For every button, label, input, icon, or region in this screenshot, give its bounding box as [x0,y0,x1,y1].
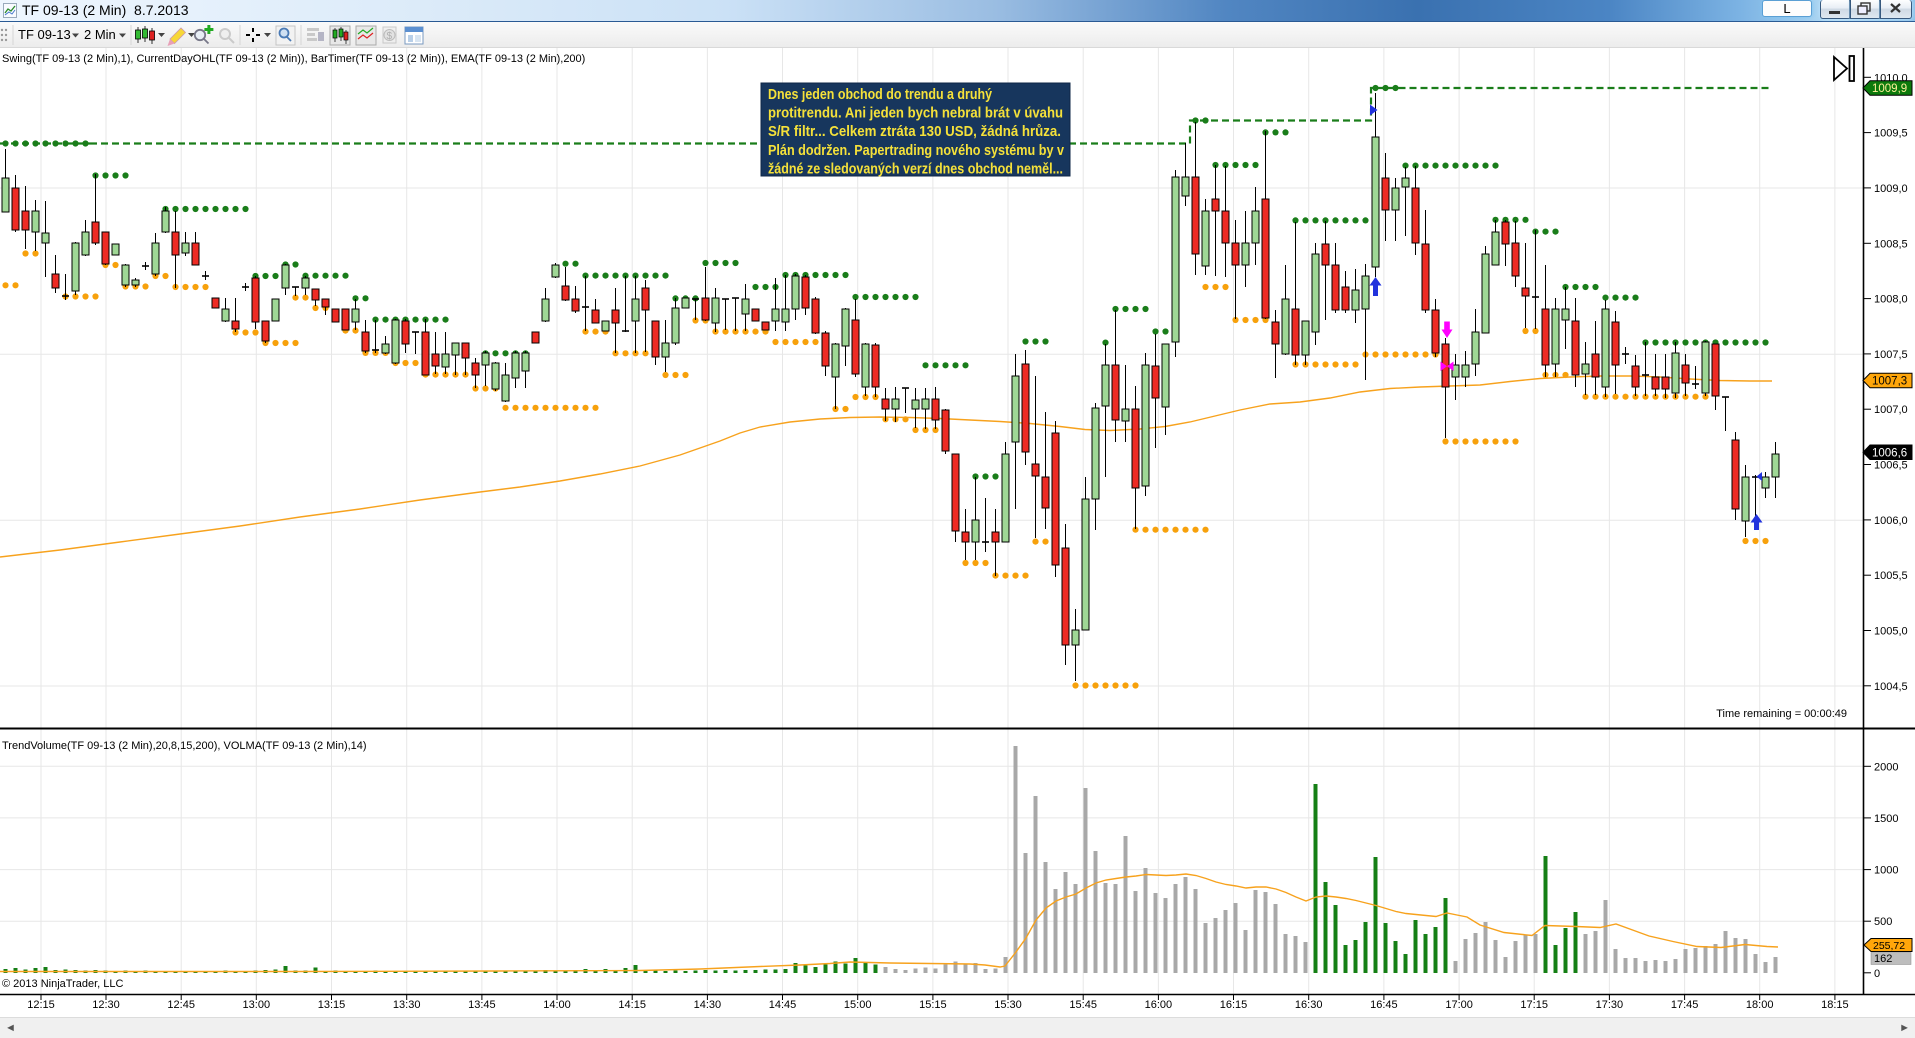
svg-text:14:15: 14:15 [618,999,646,1011]
svg-text:18:15: 18:15 [1821,999,1849,1011]
svg-text:1009,9: 1009,9 [1872,83,1907,95]
svg-text:162: 162 [1874,953,1892,965]
svg-text:12:45: 12:45 [167,999,195,1011]
svg-text:Dnes jeden obchod do trendu a: Dnes jeden obchod do trendu a druhý [768,86,993,103]
svg-text:12:30: 12:30 [92,999,120,1011]
svg-text:255,72: 255,72 [1873,940,1905,952]
svg-text:14:30: 14:30 [694,999,722,1011]
svg-text:protitrendu. Ani jeden bych ne: protitrendu. Ani jeden bych nebral brát … [768,105,1063,122]
svg-text:13:15: 13:15 [318,999,346,1011]
svg-text:1007,0: 1007,0 [1874,404,1908,416]
svg-text:1008,5: 1008,5 [1874,238,1908,250]
svg-text:15:30: 15:30 [994,999,1022,1011]
svg-text:1500: 1500 [1874,813,1898,825]
svg-text:2 Min: 2 Min [84,27,116,42]
svg-text:1009,5: 1009,5 [1874,128,1908,140]
svg-text:1006,6: 1006,6 [1872,447,1907,459]
svg-text:16:45: 16:45 [1370,999,1398,1011]
svg-text:13:45: 13:45 [468,999,496,1011]
svg-text:TrendVolume(TF 09-13 (2 Min),2: TrendVolume(TF 09-13 (2 Min),20,8,15,200… [2,740,367,752]
svg-text:$: $ [387,31,393,42]
svg-text:© 2013 NinjaTrader, LLC: © 2013 NinjaTrader, LLC [2,978,123,990]
svg-text:15:15: 15:15 [919,999,947,1011]
svg-text:16:00: 16:00 [1145,999,1173,1011]
svg-text:1006,0: 1006,0 [1874,515,1908,527]
svg-text:1008,0: 1008,0 [1874,294,1908,306]
svg-text:Plán dodržen. Papertrading nov: Plán dodržen. Papertrading nového systém… [768,142,1065,159]
svg-text:17:15: 17:15 [1520,999,1548,1011]
svg-text:18:00: 18:00 [1746,999,1774,1011]
svg-text:17:30: 17:30 [1596,999,1624,1011]
svg-text:1004,5: 1004,5 [1874,681,1908,693]
svg-text:1007,5: 1007,5 [1874,349,1908,361]
svg-text:16:15: 16:15 [1220,999,1248,1011]
svg-text:13:30: 13:30 [393,999,421,1011]
svg-text:Time remaining = 00:00:49: Time remaining = 00:00:49 [1716,708,1847,720]
svg-text:1006,5: 1006,5 [1874,460,1908,472]
svg-text:1005,0: 1005,0 [1874,626,1908,638]
svg-text:žádné ze sledovaných verzí dne: žádné ze sledovaných verzí dnes obchod n… [768,160,1063,177]
svg-text:17:00: 17:00 [1445,999,1473,1011]
svg-text:S/R filtr... Celkem ztráta 130: S/R filtr... Celkem ztráta 130 USD, žádn… [768,123,1061,140]
svg-text:500: 500 [1874,916,1892,928]
svg-text:15:45: 15:45 [1069,999,1097,1011]
svg-text:14:00: 14:00 [543,999,571,1011]
svg-text:15:00: 15:00 [844,999,872,1011]
svg-text:14:45: 14:45 [769,999,797,1011]
svg-text:2000: 2000 [1874,761,1898,773]
svg-text:12:15: 12:15 [27,999,55,1011]
svg-text:1007,3: 1007,3 [1872,376,1907,388]
svg-text:13:00: 13:00 [243,999,271,1011]
svg-text:1005,5: 1005,5 [1874,570,1908,582]
svg-text:TF 09-13: TF 09-13 [18,27,71,42]
svg-text:Swing(TF 09-13 (2 Min),1), Cur: Swing(TF 09-13 (2 Min),1), CurrentDayOHL… [2,53,585,65]
svg-text:1000: 1000 [1874,865,1898,877]
svg-text:16:30: 16:30 [1295,999,1323,1011]
svg-text:0: 0 [1874,968,1880,980]
svg-text:1009,0: 1009,0 [1874,183,1908,195]
svg-text:17:45: 17:45 [1671,999,1699,1011]
